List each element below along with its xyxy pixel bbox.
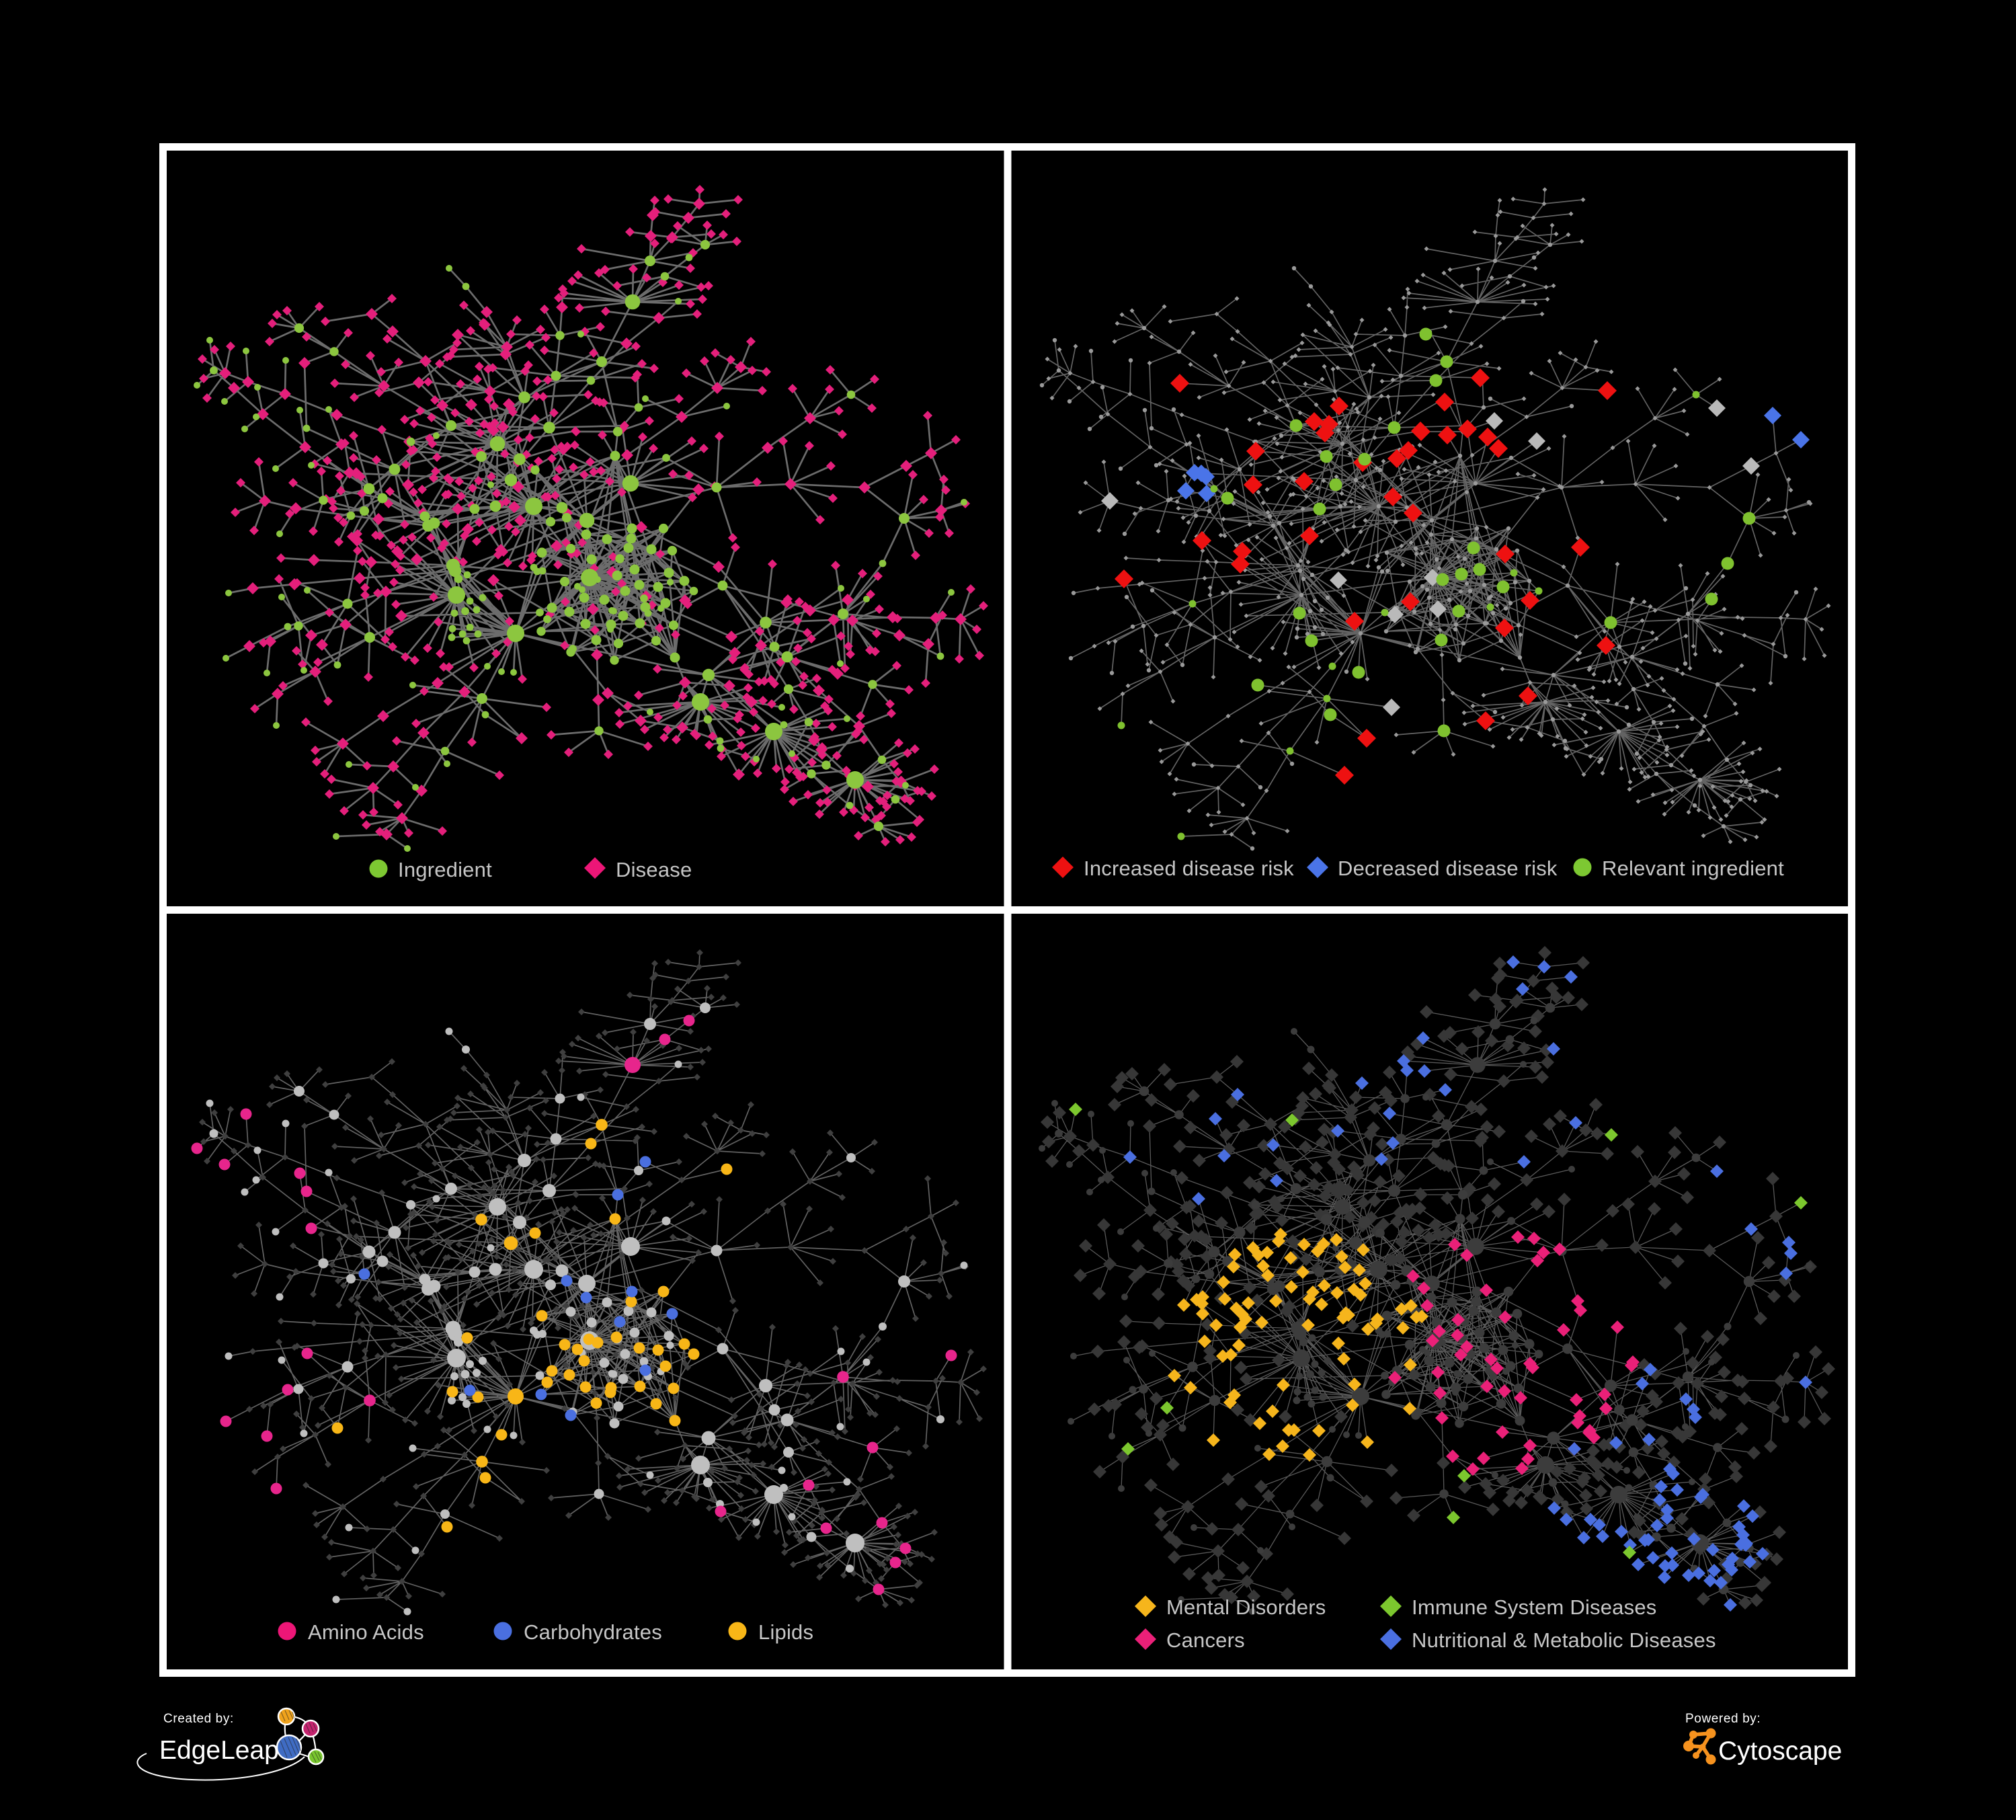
svg-text:Ingredient: Ingredient [398,858,492,881]
svg-text:Mental Disorders: Mental Disorders [1166,1595,1326,1619]
svg-text:Powered by:: Powered by: [1685,1712,1761,1726]
svg-text:EdgeLeap: EdgeLeap [159,1736,279,1765]
svg-text:Lipids: Lipids [758,1620,813,1644]
svg-text:Decreased disease risk: Decreased disease risk [1338,857,1558,880]
svg-text:Cancers: Cancers [1166,1628,1245,1652]
svg-text:Amino Acids: Amino Acids [308,1620,424,1644]
svg-text:Carbohydrates: Carbohydrates [524,1620,662,1644]
svg-text:Disease: Disease [616,858,692,881]
svg-text:Created by:: Created by: [163,1712,234,1726]
svg-text:Immune System Diseases: Immune System Diseases [1412,1595,1656,1619]
svg-text:Relevant ingredient: Relevant ingredient [1602,857,1784,880]
svg-text:Increased disease risk: Increased disease risk [1084,857,1294,880]
svg-text:Cytoscape: Cytoscape [1718,1737,1842,1766]
svg-text:Nutritional & Metabolic Diseas: Nutritional & Metabolic Diseases [1412,1628,1716,1652]
